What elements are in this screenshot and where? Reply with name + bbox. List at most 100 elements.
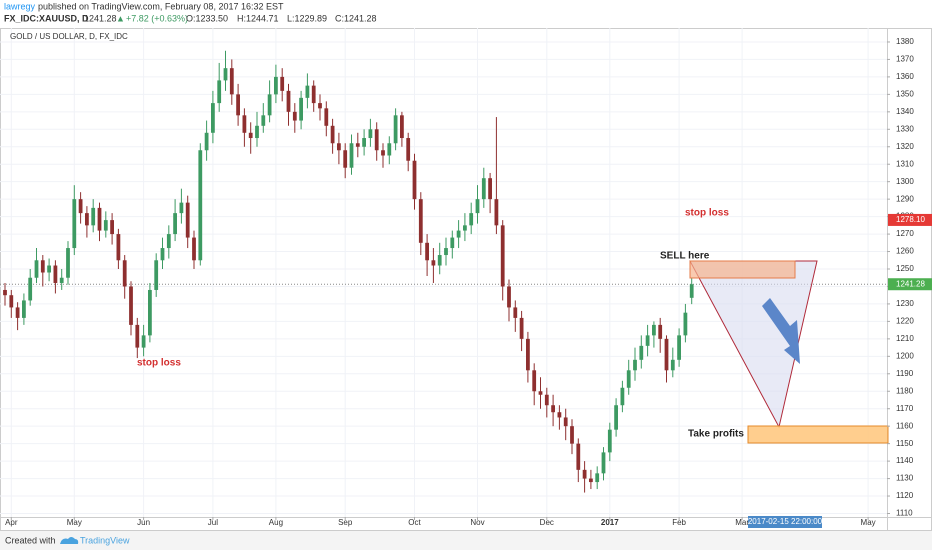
x-tick-label: Jul (208, 518, 218, 527)
candle-body (223, 68, 228, 81)
candle-body (595, 473, 600, 483)
y-tick-label: 1230 (896, 299, 914, 308)
chart-title: GOLD / US DOLLAR, D, FX_IDC (10, 32, 128, 41)
x-tick-label: May (67, 518, 82, 527)
candle-body (299, 97, 303, 121)
candle-body (576, 443, 581, 470)
y-tick-label: 1140 (896, 456, 914, 465)
price-marker-label: 1241.28 (896, 279, 925, 288)
candle-body (406, 138, 411, 161)
x-tick-label: Nov (470, 518, 484, 527)
candle-body (110, 220, 114, 235)
candle-body (166, 234, 171, 249)
y-tick-label: 1290 (896, 194, 914, 203)
grid (0, 28, 887, 517)
author: lawregy (4, 1, 36, 11)
y-tick-label: 1350 (896, 89, 914, 98)
candle-body (261, 115, 266, 126)
candle-body (412, 160, 417, 200)
candle-body (330, 125, 335, 144)
candle-body (551, 405, 555, 413)
axes: 1110 1120 1130 1140 1150 1160 1170 1180 1190 1200… (5, 37, 932, 527)
candle-body (179, 202, 184, 214)
y-tick-label: 1310 (896, 159, 914, 168)
y-tick-label: 1160 (896, 421, 914, 430)
candle-body (475, 199, 480, 214)
candle-body (34, 260, 39, 278)
candle-body (349, 143, 354, 168)
candle-body (85, 213, 89, 226)
candle-body (544, 394, 549, 406)
candle-body (362, 138, 366, 147)
candle-body (274, 76, 278, 95)
candle-body (324, 108, 329, 126)
candle-body (481, 178, 486, 200)
candle-body (557, 412, 562, 418)
candle-body (526, 338, 530, 371)
candle-body (141, 335, 146, 348)
x-tick-label: 2017 (601, 518, 619, 527)
price-marker (888, 278, 932, 291)
y-tick-label: 1300 (896, 177, 914, 186)
y-tick-label: 1220 (896, 317, 914, 326)
candle-body (463, 225, 467, 231)
candle-body (198, 150, 203, 261)
candle-body (683, 312, 688, 336)
candle-body (488, 178, 492, 200)
candle-body (211, 103, 215, 133)
candle-body (589, 478, 593, 483)
candle-body (337, 143, 341, 151)
candle-body (3, 289, 7, 296)
x-tick-label: May (861, 518, 876, 527)
candle-body (368, 129, 373, 139)
candle-body (626, 370, 631, 388)
candle-body (248, 132, 253, 139)
candle-body (633, 359, 637, 371)
y-tick-label: 1120 (896, 491, 914, 500)
candle-body (135, 324, 140, 348)
x-tick-label: Mar (735, 518, 749, 527)
candle-body (217, 80, 222, 104)
annotation: stop loss (685, 208, 729, 219)
candle-body (387, 143, 392, 156)
candle-body (393, 115, 398, 144)
x-tick-label: Jun (137, 518, 150, 527)
candle-body (311, 85, 316, 104)
y-tick-label: 1360 (896, 72, 914, 81)
candle-body (229, 68, 234, 95)
y-tick-label: 1170 (896, 404, 914, 413)
candle-body (469, 213, 474, 226)
candle-body (620, 387, 625, 406)
candle-body (538, 391, 543, 395)
y-tick-label: 1320 (896, 142, 914, 151)
candle-body (255, 125, 259, 139)
candle-body (664, 338, 669, 371)
change: +7.82 (+0.63%) (126, 13, 188, 23)
candle-body (9, 295, 14, 308)
annotation: SELL here (660, 251, 710, 262)
candle-body (72, 199, 77, 249)
x-tick-label: Dec (540, 518, 554, 527)
candle-body (343, 150, 348, 168)
y-tick-label: 1370 (896, 55, 914, 64)
candle-body (148, 289, 152, 336)
y-tick-label: 1250 (896, 264, 914, 273)
candle-body (652, 324, 656, 336)
candle-body (154, 260, 159, 290)
candle-body (601, 452, 606, 474)
down-arrow (762, 298, 800, 364)
candle-body (645, 335, 650, 346)
candle-body (418, 199, 423, 243)
candle-body (658, 324, 663, 339)
low: L:1229.89 (287, 13, 327, 23)
y-tick-label: 1270 (896, 229, 914, 238)
candle-body (639, 345, 644, 360)
annotation: Take profits (688, 429, 744, 440)
candle-body (103, 220, 108, 231)
price-marker (888, 213, 932, 226)
y-tick-label: 1130 (896, 474, 914, 483)
candle-body (437, 255, 442, 266)
candle-body (280, 76, 285, 91)
candle-body (607, 429, 612, 453)
candle-body (204, 132, 209, 151)
